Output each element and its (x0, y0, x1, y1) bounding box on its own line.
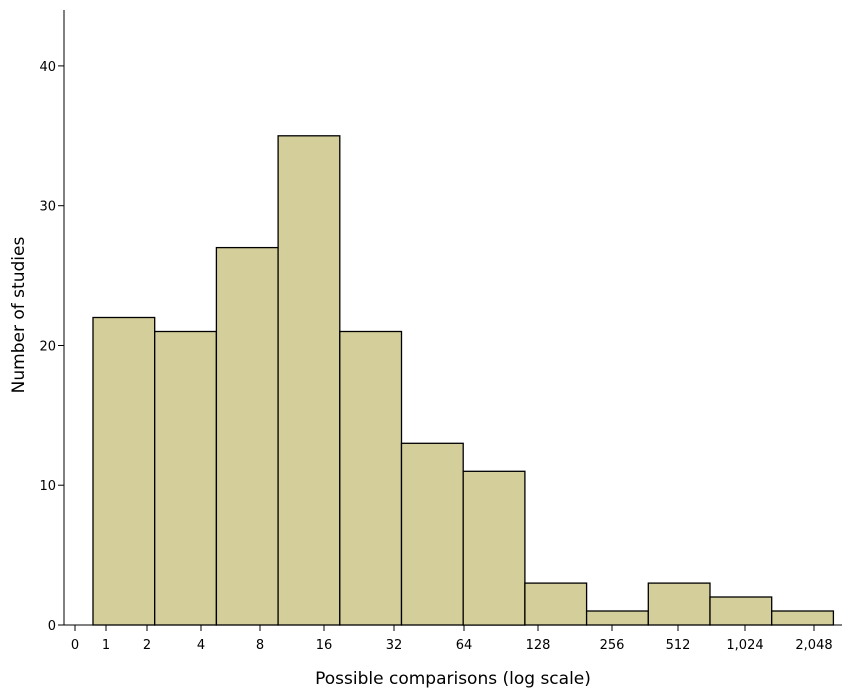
histogram-bar (215, 246, 279, 626)
x-ticks-group: 0 1 2 4 8 16 32 64 128 256 512 1,024 2,048 (71, 625, 833, 653)
histogram-bar (277, 135, 341, 626)
histogram-bar (524, 582, 588, 626)
x-tick-label: 2,048 (795, 638, 832, 653)
histogram-bar (771, 610, 835, 626)
y-tick-label: 10 (39, 479, 56, 494)
x-tick-label: 512 (666, 638, 691, 653)
bars-group (92, 135, 835, 626)
histogram-bar (462, 470, 526, 626)
histogram-bar (92, 316, 156, 626)
x-axis-title: Possible comparisons (log scale) (315, 669, 591, 689)
x-tick-label: 4 (197, 638, 205, 653)
histogram-bar (585, 610, 649, 626)
y-tick-label: 30 (39, 200, 56, 215)
x-tick-label: 32 (386, 638, 403, 653)
y-ticks-group: 0 10 20 30 40 (39, 60, 64, 634)
histogram-bar (339, 330, 403, 626)
x-tick-label: 1,024 (726, 638, 763, 653)
x-tick-label: 1 (102, 638, 110, 653)
histogram-bar (709, 596, 773, 626)
y-axis-title: Number of studies (9, 237, 29, 394)
y-tick-label: 20 (39, 340, 56, 355)
histogram-bar (647, 582, 711, 626)
histogram-bar (154, 330, 218, 626)
x-tick-label: 128 (526, 638, 551, 653)
x-tick-label: 16 (316, 638, 333, 653)
x-tick-label: 2 (143, 638, 151, 653)
x-tick-label: 256 (600, 638, 625, 653)
x-tick-label: 64 (456, 638, 473, 653)
histogram-bar (400, 442, 464, 626)
x-tick-label: 8 (256, 638, 264, 653)
y-tick-label: 0 (48, 619, 56, 634)
y-tick-label: 40 (39, 60, 56, 75)
x-tick-label: 0 (71, 638, 79, 653)
